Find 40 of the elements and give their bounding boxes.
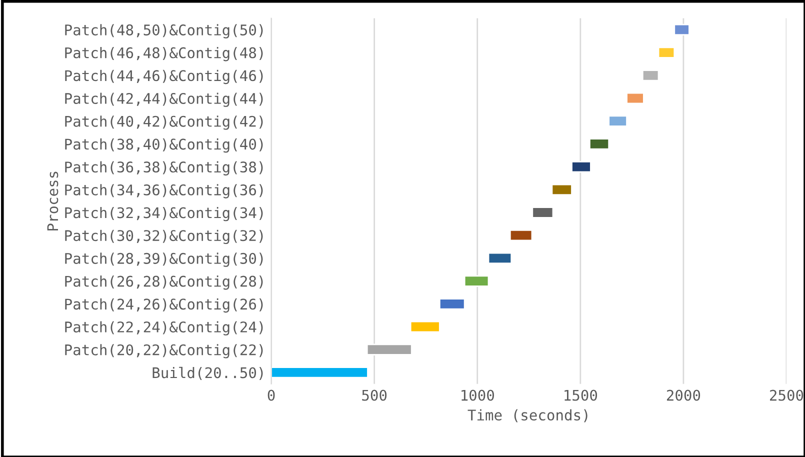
y-tick-label: Patch(26,28)&Contig(28) <box>65 276 263 290</box>
bar <box>658 46 676 58</box>
y-tick-label: Patch(42,44)&Contig(44) <box>65 92 263 107</box>
x-tick-label: 2000 <box>666 390 700 401</box>
y-tick-label: Patch(32,34)&Contig(34) <box>65 206 263 222</box>
bar <box>532 206 554 218</box>
x-tick-label: 0 <box>268 390 275 401</box>
bar <box>551 184 572 196</box>
bar <box>642 70 660 82</box>
x-tick-label: 2500 <box>770 390 804 401</box>
y-tick-label: Patch(40,42)&Contig(42) <box>65 116 263 130</box>
y-tick-label: Patch(20,22)&Contig(22) <box>65 344 263 358</box>
bar <box>608 115 628 127</box>
y-tick-label: Patch(46,48)&Contig(48) <box>65 47 263 62</box>
bar <box>366 344 412 356</box>
y-tick-label: Patch(48,50)&Contig(50) <box>65 24 263 38</box>
y-axis-title: Process <box>47 172 58 230</box>
bar <box>626 92 644 104</box>
bar <box>410 320 440 333</box>
bar <box>674 24 690 36</box>
y-tick-label: Build(20..50) <box>152 366 263 380</box>
x-axis-title: Time (seconds) <box>468 409 588 422</box>
y-tick-label: Patch(28,39)&Contig(30) <box>65 252 263 267</box>
y-tick-label: Patch(36,38)&Contig(38) <box>65 161 263 176</box>
bar <box>571 160 592 173</box>
y-tick-label: Patch(30,32)&Contig(32) <box>65 230 263 244</box>
y-tick-label: Patch(38,40)&Contig(40) <box>65 138 263 153</box>
x-tick-label: 1500 <box>564 390 598 401</box>
x-tick-label: 1000 <box>462 390 494 401</box>
bar <box>464 275 490 287</box>
y-tick-label: Patch(22,24)&Contig(24) <box>65 321 263 336</box>
bar <box>509 230 533 242</box>
bar <box>488 252 512 264</box>
y-tick-label: Patch(34,36)&Contig(36) <box>65 184 263 198</box>
x-tick-label: 500 <box>362 390 387 401</box>
y-tick-label: Patch(24,26)&Contig(26) <box>65 298 263 313</box>
y-tick-label: Patch(44,46)&Contig(46) <box>65 70 263 84</box>
bar <box>438 298 466 310</box>
bar <box>588 138 610 150</box>
bar <box>271 366 368 378</box>
